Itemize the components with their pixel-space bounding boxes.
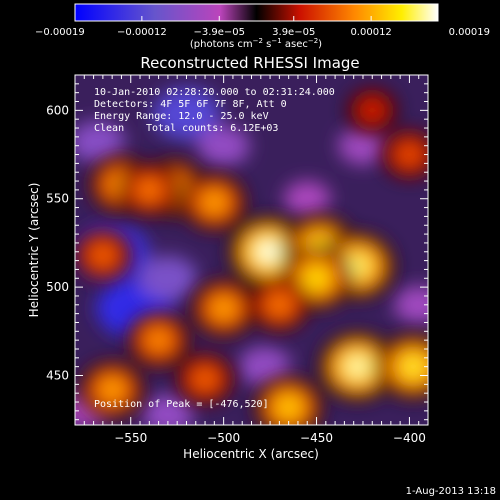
colorbar-gradient xyxy=(74,3,439,22)
y-tick-label: 450 xyxy=(46,369,69,383)
x-axis-label: Heliocentric X (arcsec) xyxy=(183,447,319,461)
hot-source-17 xyxy=(381,129,428,180)
hot-source-7 xyxy=(191,279,257,338)
cold-region-11 xyxy=(141,394,195,425)
y-tick-label: 550 xyxy=(46,192,69,206)
annotation-peak-position: Position of Peak = [-476,520] xyxy=(94,399,269,410)
x-tick-label: −550 xyxy=(114,431,147,445)
chart-title: Reconstructed RHESSI Image xyxy=(140,54,359,72)
x-tick-label: −500 xyxy=(207,431,240,445)
hot-source-10 xyxy=(318,331,397,402)
y-axis-label: Heliocentric Y (arcsec) xyxy=(27,183,41,318)
x-tick-label: −450 xyxy=(300,431,333,445)
cold-region-8 xyxy=(394,285,428,324)
positive-sources xyxy=(75,87,428,425)
footer-date: 1-Aug-2013 13:18 xyxy=(406,486,496,497)
annotation-total-counts: Total counts: 6.12E+03 xyxy=(146,123,278,134)
hot-source-8 xyxy=(249,277,310,332)
hot-source-11 xyxy=(376,333,428,400)
colorbar-tick-label: −0.00019 xyxy=(35,27,85,38)
annotation-algorithm: Clean xyxy=(94,123,124,134)
plot-annotations: 10-Jan-2010 02:28:20.000 to 02:31:24.000… xyxy=(94,87,335,410)
cold-region-4 xyxy=(138,255,198,301)
annotation-detectors: Detectors: 4F 5F 6F 7F 8F, Att 0 xyxy=(94,99,287,110)
y-tick-label: 600 xyxy=(46,103,69,117)
colorbar-unit-label: (photons cm−2 s−1 asec−2) xyxy=(190,37,322,50)
hot-source-2 xyxy=(181,173,247,232)
colorbar-tick-label: 0.00019 xyxy=(449,27,490,38)
hot-source-14 xyxy=(175,353,235,405)
colorbar-tick-label: 0.00012 xyxy=(350,27,391,38)
annotation-time-range: 10-Jan-2010 02:28:20.000 to 02:31:24.000 xyxy=(94,87,335,98)
x-tick-label: −400 xyxy=(393,431,426,445)
colorbar-ticks: −0.00019 −0.00012 −3.9e−05 3.9e−05 0.00012 0.… xyxy=(35,16,490,38)
hot-source-15 xyxy=(79,360,145,419)
y-axis-ticks: 450 500 550 600 xyxy=(46,74,428,421)
annotation-energy-range: Energy Range: 12.0 - 25.0 keV xyxy=(94,111,269,122)
cold-region-0 xyxy=(75,120,125,164)
x-axis-ticks: −550 −500 −450 −400 xyxy=(83,75,429,445)
hot-source-12 xyxy=(253,376,324,425)
cold-region-7 xyxy=(338,126,388,165)
hot-source-9 xyxy=(75,229,132,282)
cold-region-5 xyxy=(238,346,291,387)
cold-region-6 xyxy=(284,180,331,217)
colorbar: −0.00019 −0.00012 −3.9e−05 3.9e−05 0.00012 0.… xyxy=(35,3,490,50)
colorbar-tick-label: 3.9e−05 xyxy=(272,27,315,38)
cold-region-9 xyxy=(197,125,250,166)
heatmap-image xyxy=(75,75,428,425)
hot-source-18 xyxy=(346,87,398,134)
colorbar-tick-label: −3.9e−05 xyxy=(193,27,245,38)
colorbar-tick-label: −0.00012 xyxy=(117,27,167,38)
y-tick-label: 500 xyxy=(46,280,69,294)
hot-source-16 xyxy=(119,162,180,217)
hot-source-13 xyxy=(127,312,191,369)
cold-region-1 xyxy=(152,87,221,140)
